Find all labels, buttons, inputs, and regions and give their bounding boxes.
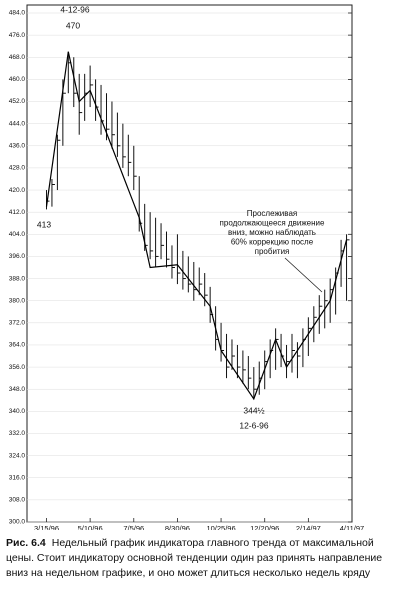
caption: Рис. 6.4 Недельный график индикатора глав…: [6, 536, 398, 581]
x-tick-label: 4/11/97: [340, 524, 364, 530]
chart: 300.0 308.0 316.0 324.0 332.0 340.0 348.0 356.0…: [9, 4, 365, 530]
y-tick-label: 308.0: [9, 497, 26, 504]
y-tick-label: 404.0: [9, 231, 26, 238]
y-tick-label: 420.0: [9, 187, 26, 194]
x-tick-label: 10/25/96: [206, 524, 235, 530]
y-tick-label: 412.0: [9, 209, 26, 216]
y-tick-label: 324.0: [9, 452, 26, 459]
y-tick-label: 388.0: [9, 275, 26, 282]
y-tick-label: 356.0: [9, 364, 26, 371]
y-tick-label: 436.0: [9, 143, 26, 150]
note-arrow: [284, 257, 323, 293]
annotation: 413: [37, 219, 51, 229]
trend-line: [45, 51, 348, 401]
plot-frame: [26, 4, 353, 523]
x-tick-label: 2/14/97: [296, 524, 321, 530]
note-line: 60% коррекцию после: [231, 238, 314, 247]
caption-text: Недельный график индикатора главного тре…: [6, 537, 383, 579]
annotation: 4-12-96: [60, 4, 90, 14]
x-tick-label: 12/20/96: [250, 524, 279, 530]
y-tick-label: 340.0: [9, 408, 26, 415]
y-tick-label: 300.0: [9, 519, 26, 526]
y-tick-label: 484.0: [9, 10, 26, 17]
y-tick-label: 380.0: [9, 297, 26, 304]
note-line: продолжающееся движение: [220, 219, 325, 228]
y-tick-label: 468.0: [9, 54, 26, 61]
y-tick-label: 452.0: [9, 98, 26, 105]
y-tick-label: 332.0: [9, 430, 26, 437]
y-tick-label: 364.0: [9, 342, 26, 349]
y-tick-label: 428.0: [9, 165, 26, 172]
caption-label: Рис. 6.4: [6, 537, 46, 549]
y-tick-label: 444.0: [9, 120, 26, 127]
y-tick-label: 372.0: [9, 320, 26, 327]
note-line: вниз, можно наблюдать: [228, 228, 316, 237]
note-line: Прослеживая: [247, 209, 297, 218]
x-tick-label: 5/10/96: [78, 524, 103, 530]
y-tick-label: 348.0: [9, 386, 26, 393]
y-tick-label: 396.0: [9, 253, 26, 260]
annotation: 344½: [243, 405, 264, 415]
x-tick-label: 7/5/96: [123, 524, 144, 530]
x-tick-label: 8/30/96: [165, 524, 190, 530]
y-tick-label: 476.0: [9, 32, 26, 39]
y-tick-label: 460.0: [9, 76, 26, 83]
note-line: пробития: [255, 247, 290, 256]
x-tick-label: 3/15/96: [34, 524, 59, 530]
y-tick-label: 316.0: [9, 474, 26, 481]
annotation: 12-6-96: [239, 420, 269, 430]
annotation: 470: [66, 20, 80, 30]
